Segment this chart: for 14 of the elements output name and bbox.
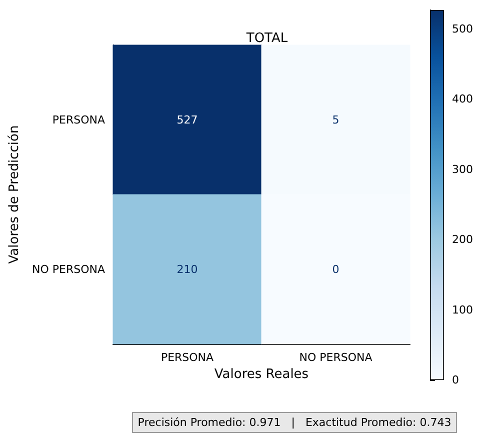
color-bar-label: 0	[452, 374, 459, 386]
text: Precisión Promedio: 0.971 | Exactitud Promedio: 0.743	[132, 412, 458, 433]
data-label: 210	[176, 262, 198, 276]
color-bar-label: 200	[452, 233, 473, 246]
color-bar-label: 500	[452, 22, 473, 36]
y-axis-title: Valores de Predicción	[7, 125, 22, 264]
x-axis-title: Valores Reales	[214, 366, 309, 382]
chart-title: TOTAL	[245, 31, 288, 46]
color-bar-label: 300	[452, 162, 473, 176]
data-label: 0	[332, 262, 340, 276]
color-bar-label: 400	[452, 92, 473, 106]
data-label: 5	[332, 113, 340, 126]
data-label: 527	[176, 113, 198, 126]
color-bar-label: 100	[452, 303, 473, 316]
